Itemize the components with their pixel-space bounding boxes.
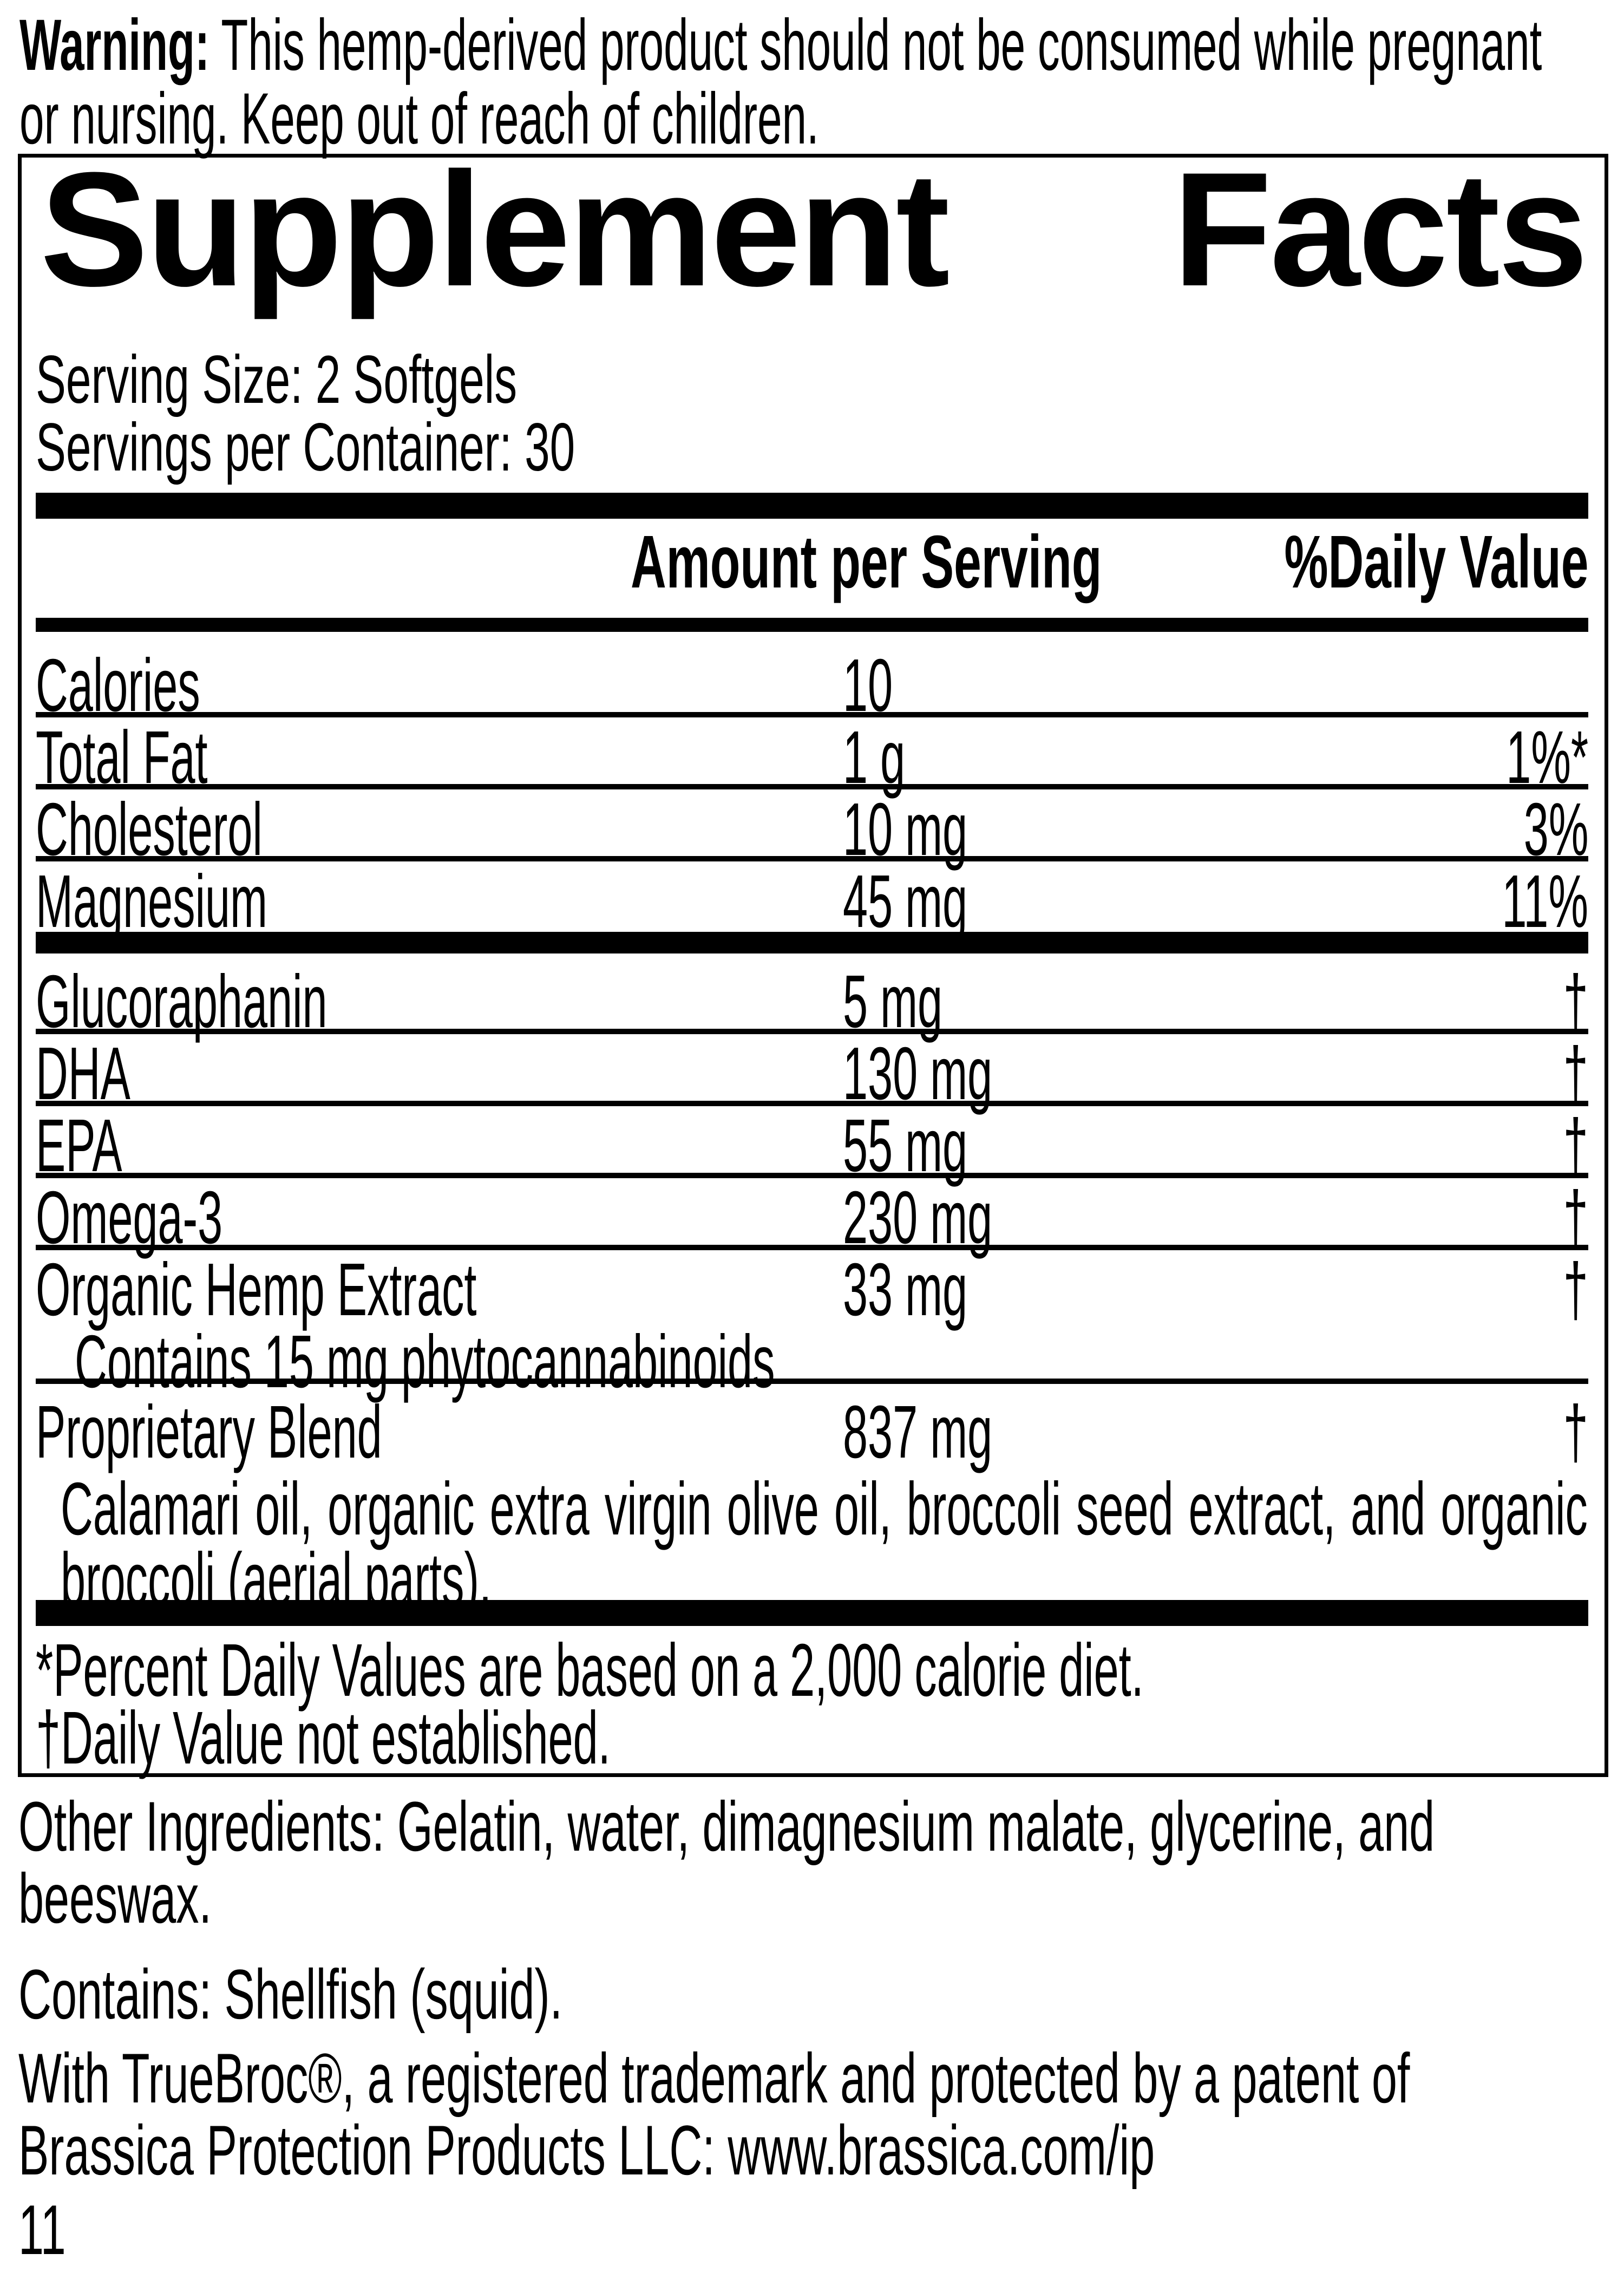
truebroc-text: With TrueBroc®, a registered trademark a… (18, 2042, 1624, 2186)
other-ingredients-text: Other Ingredients: Gelatin, water, dimag… (18, 1791, 1624, 1935)
nutrient-row-cholesterol: Cholesterol 10 mg 3% (36, 792, 1588, 868)
nutrient-amount: 45 mg (843, 860, 968, 943)
nutrient-name: Glucoraphanin (36, 960, 328, 1043)
nutrient-row-dha: DHA 130 mg † (36, 1036, 1588, 1112)
servings-per-container-line: Servings per Container: 30 (36, 414, 841, 481)
nutrient-dv: † (1563, 1390, 1588, 1474)
proprietary-blend-description-line-1: Calamari oil, organic extra virgin olive… (61, 1472, 1588, 1546)
nutrient-name: Proprietary Blend (36, 1390, 382, 1474)
nutrient-amount: 5 mg (843, 960, 943, 1043)
panel-title-word-facts: Facts (1173, 138, 1588, 320)
supplement-facts-panel: Supplement Facts Serving Size: 2 Softgel… (18, 148, 1608, 1777)
page-number-text: 11 (18, 2190, 66, 2269)
separator-rule (36, 856, 1588, 861)
truebroc-line-2: Brassica Protection Products LLC: www.br… (18, 2111, 1155, 2190)
hemp-extract-note: Contains 15 mg phytocannabinoids (75, 1324, 1242, 1399)
other-ingredients-line-1: Other Ingredients: Gelatin, water, dimag… (18, 1787, 1435, 1866)
separator-rule (36, 1101, 1588, 1106)
footnote-percent-dv: *Percent Daily Values are based on a 2,0… (36, 1633, 1624, 1708)
separator-rule (36, 1029, 1588, 1034)
separator-rule (36, 712, 1588, 717)
separator-rule (36, 1245, 1588, 1250)
hemp-extract-note-text: Contains 15 mg phytocannabinoids (75, 1320, 775, 1403)
warning-line-1-rest: This hemp-derived product should not be … (209, 5, 1542, 86)
panel-title: Supplement Facts (40, 138, 1588, 320)
nutrient-row-calories: Calories 10 (36, 648, 1588, 724)
warning-line-2: or nursing. Keep out of reach of childre… (19, 79, 819, 159)
nutrient-row-glucoraphanin: Glucoraphanin 5 mg † (36, 964, 1588, 1040)
panel-title-word-supplement: Supplement (40, 138, 950, 320)
nutrient-amount: 230 mg (843, 1176, 993, 1259)
nutrient-dv: 1%* (1506, 716, 1588, 799)
nutrient-row-organic-hemp-extract: Organic Hemp Extract 33 mg † (36, 1252, 1588, 1328)
serving-size-value: Serving Size: 2 Softgels (36, 342, 518, 417)
divider-bar-under-header (36, 618, 1588, 632)
nutrient-dv: † (1563, 1104, 1588, 1187)
nutrient-row-epa: EPA 55 mg † (36, 1108, 1588, 1184)
divider-bar-bottom (36, 1600, 1588, 1626)
nutrient-amount: 1 g (843, 716, 906, 799)
nutrient-row-omega-3: Omega-3 230 mg † (36, 1180, 1588, 1256)
proprietary-blend-description-text-1: Calamari oil, organic extra virgin olive… (61, 1467, 1588, 1551)
contains-allergen-text: Contains: Shellfish (squid). (18, 1958, 855, 2030)
nutrient-amount: 130 mg (843, 1032, 993, 1115)
col-header-daily-value-label: %Daily Value (1284, 520, 1588, 604)
truebroc-line-1: With TrueBroc®, a registered trademark a… (18, 2039, 1410, 2118)
col-header-daily-value: %Daily Value (1128, 525, 1588, 599)
page-number: 11 (18, 2194, 91, 2266)
warning-line-1: Warning: This hemp-derived product shoul… (19, 9, 1542, 82)
nutrient-name: Omega-3 (36, 1176, 223, 1259)
nutrient-name: EPA (36, 1104, 122, 1187)
nutrient-name: Calories (36, 644, 200, 727)
footnote-dv-not-established: †Daily Value not established. (36, 1701, 994, 1775)
nutrient-amount: 837 mg (843, 1390, 993, 1474)
nutrient-amount: 55 mg (843, 1104, 968, 1187)
nutrient-name: DHA (36, 1032, 130, 1115)
serving-size-line: Serving Size: 2 Softgels (36, 346, 754, 414)
nutrient-row-magnesium: Magnesium 45 mg 11% (36, 864, 1588, 940)
footnote-percent-dv-text: *Percent Daily Values are based on a 2,0… (36, 1629, 1144, 1712)
nutrient-amount: 10 (843, 644, 893, 727)
nutrient-dv: 11% (1502, 860, 1588, 943)
footnote-dv-not-established-text: †Daily Value not established. (36, 1696, 611, 1780)
nutrient-name: Cholesterol (36, 788, 263, 871)
nutrient-dv: † (1563, 1032, 1588, 1115)
nutrient-dv: † (1563, 1248, 1588, 1331)
col-header-amount: Amount per Serving (631, 525, 1345, 599)
other-ingredients-line-2: beeswax. (18, 1859, 212, 1938)
nutrient-name: Magnesium (36, 860, 267, 943)
divider-bar-middle (36, 932, 1588, 953)
warning-label: Warning: (19, 5, 210, 86)
separator-rule (36, 1173, 1588, 1178)
nutrient-row-total-fat: Total Fat 1 g 1%* (36, 720, 1588, 796)
nutrient-amount: 33 mg (843, 1248, 968, 1331)
nutrient-dv: 3% (1523, 788, 1588, 871)
divider-bar-top (36, 493, 1588, 519)
nutrient-dv: † (1563, 960, 1588, 1043)
warning-text: Warning: This hemp-derived product shoul… (19, 9, 1624, 156)
nutrient-name: Organic Hemp Extract (36, 1248, 477, 1331)
contains-allergen-line: Contains: Shellfish (squid). (18, 1955, 563, 2034)
separator-rule (36, 784, 1588, 789)
nutrient-amount: 10 mg (843, 788, 968, 871)
nutrient-name: Total Fat (36, 716, 208, 799)
servings-per-container-value: Servings per Container: 30 (36, 410, 575, 485)
col-header-amount-label: Amount per Serving (631, 520, 1102, 604)
nutrient-row-proprietary-blend: Proprietary Blend 837 mg † (36, 1395, 1588, 1471)
nutrient-dv: † (1563, 1176, 1588, 1259)
separator-rule (36, 1379, 1588, 1384)
